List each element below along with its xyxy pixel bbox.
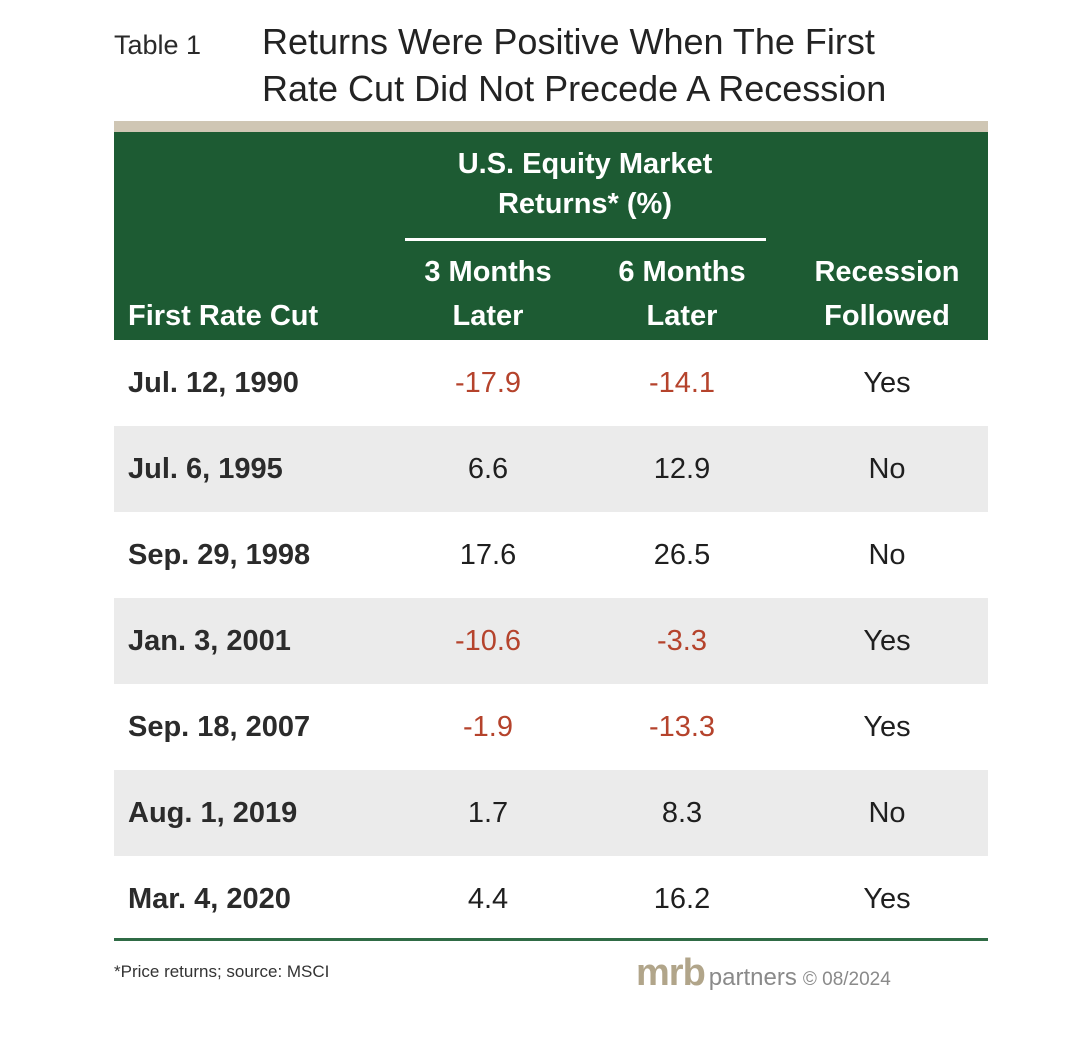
row-3-month-return: 4.4 (467, 883, 509, 915)
group-header-line-1: U.S. Equity Market (457, 148, 713, 180)
row-recession: No (868, 453, 906, 485)
row-6-month-return: 16.2 (653, 883, 711, 915)
row-recession: Yes (863, 883, 911, 915)
title-block: Table 1 Returns Were Positive When The F… (114, 18, 994, 118)
row-6-month-return: 26.5 (653, 539, 711, 571)
row-date: Sep. 18, 2007 (128, 711, 311, 743)
title-line-1: Returns Were Positive When The First (262, 21, 875, 62)
header-recession-line-1: Recession (814, 256, 960, 288)
brand-logo: mrb partners © 08/2024 (636, 952, 891, 994)
row-3-month-return: -10.6 (454, 625, 522, 657)
row-date: Mar. 4, 2020 (128, 883, 291, 915)
table-row: Sep. 18, 2007 -1.9 -13.3 Yes (114, 684, 988, 770)
row-3-month-return: 1.7 (467, 797, 509, 829)
row-recession: Yes (863, 625, 911, 657)
header-3-months: 3 Months Later (404, 250, 572, 338)
header-3-months-line-1: 3 Months (424, 256, 552, 288)
row-6-month-return: -14.1 (648, 367, 716, 399)
table-row: Jul. 12, 1990 -17.9 -14.1 Yes (114, 340, 988, 426)
header-first-rate-cut: First Rate Cut (128, 300, 319, 332)
group-header-rule (405, 238, 766, 241)
row-date: Jan. 3, 2001 (128, 625, 291, 657)
group-header-line-2: Returns* (%) (497, 188, 672, 220)
returns-group-header: U.S. Equity Market Returns* (%) (404, 144, 766, 224)
row-date: Jul. 12, 1990 (128, 367, 299, 399)
table-row: Jul. 6, 1995 6.6 12.9 No (114, 426, 988, 512)
brand-partners: partners (708, 964, 797, 991)
row-6-month-return: -13.3 (648, 711, 716, 743)
row-date: Aug. 1, 2019 (128, 797, 298, 829)
row-3-month-return: -17.9 (454, 367, 522, 399)
table-row: Mar. 4, 2020 4.4 16.2 Yes (114, 856, 988, 942)
row-recession: No (868, 797, 906, 829)
table-row: Jan. 3, 2001 -10.6 -3.3 Yes (114, 598, 988, 684)
row-date: Jul. 6, 1995 (128, 453, 283, 485)
row-3-month-return: 17.6 (459, 539, 517, 571)
row-3-month-return: 6.6 (467, 453, 509, 485)
header-recession-line-2: Followed (824, 300, 950, 332)
header-6-months-line-2: Later (646, 300, 718, 332)
table-title: Returns Were Positive When The First Rat… (262, 18, 992, 112)
bottom-rule (114, 938, 988, 941)
top-rule (114, 121, 988, 132)
row-recession: Yes (863, 367, 911, 399)
row-6-month-return: -3.3 (657, 625, 707, 657)
footnote: *Price returns; source: MSCI (114, 962, 330, 981)
table-row: Aug. 1, 2019 1.7 8.3 No (114, 770, 988, 856)
row-recession: No (868, 539, 906, 571)
title-line-2: Rate Cut Did Not Precede A Recession (262, 68, 887, 109)
table-label: Table 1 (114, 30, 202, 60)
row-date: Sep. 29, 1998 (128, 539, 311, 571)
header-6-months-line-1: 6 Months (618, 256, 746, 288)
header-6-months: 6 Months Later (598, 250, 766, 338)
table-row: Sep. 29, 1998 17.6 26.5 No (114, 512, 988, 598)
table-header: U.S. Equity Market Returns* (%) First Ra… (114, 132, 988, 340)
header-recession: Recession Followed (794, 250, 980, 338)
brand-copyright: © 08/2024 (802, 969, 891, 990)
brand-mrb: mrb (636, 952, 706, 994)
row-6-month-return: 12.9 (653, 453, 711, 485)
header-3-months-line-2: Later (452, 300, 524, 332)
row-recession: Yes (863, 711, 911, 743)
row-3-month-return: -1.9 (463, 711, 513, 743)
row-6-month-return: 8.3 (661, 797, 703, 829)
